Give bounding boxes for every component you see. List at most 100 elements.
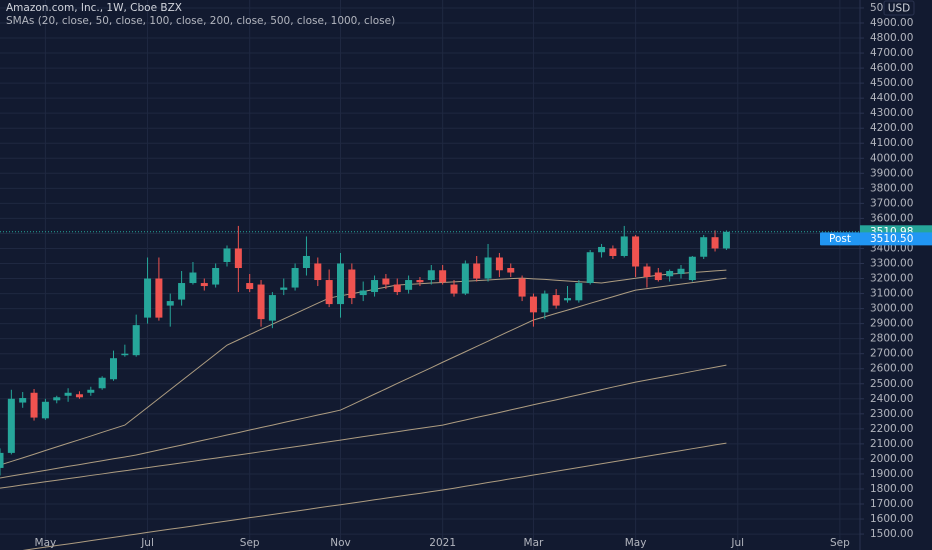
- x-tick-label: May: [35, 537, 57, 549]
- candle-body: [155, 278, 163, 318]
- y-tick-label: 2500.00: [870, 378, 913, 390]
- candle-body: [586, 252, 594, 284]
- candle-body: [7, 398, 15, 453]
- x-tick-label: May: [625, 537, 647, 549]
- candle-body: [325, 280, 333, 305]
- candle-body: [371, 280, 379, 293]
- y-tick-label: 2000.00: [870, 453, 913, 465]
- candle-body: [643, 266, 651, 278]
- x-tick-label: Nov: [330, 537, 351, 549]
- candle-body: [0, 452, 4, 468]
- x-tick-label: Jul: [730, 537, 744, 549]
- y-tick-label: 4500.00: [870, 77, 913, 89]
- candle-body: [291, 268, 299, 288]
- candle-body: [529, 296, 537, 313]
- post-market-name: Post: [829, 233, 851, 245]
- y-tick-label: 4800.00: [870, 32, 913, 44]
- y-tick-label: 2300.00: [870, 408, 913, 420]
- x-tick-label: Jul: [140, 537, 154, 549]
- y-tick-label: 3300.00: [870, 258, 913, 270]
- candle-body: [609, 248, 617, 256]
- candle-body: [552, 295, 560, 306]
- candle-body: [19, 398, 27, 403]
- candle-body: [75, 394, 83, 398]
- candle-body: [110, 358, 117, 380]
- candle-body: [666, 271, 674, 277]
- candle-body: [348, 269, 356, 299]
- candle-body: [234, 248, 242, 269]
- candle-body: [314, 263, 322, 281]
- candle-body: [41, 401, 49, 419]
- y-tick-label: 1700.00: [870, 498, 913, 510]
- candle-body: [564, 298, 571, 301]
- y-tick-label: 3400.00: [870, 242, 913, 254]
- candle-body: [30, 392, 38, 418]
- y-tick-label: 2800.00: [870, 333, 913, 345]
- candle-body: [189, 272, 197, 284]
- candle-body: [677, 268, 685, 275]
- candle-body: [507, 268, 515, 273]
- candle-body: [722, 231, 730, 249]
- candle-body: [598, 246, 606, 253]
- y-tick-label: 3000.00: [870, 303, 913, 315]
- candle-body: [495, 257, 503, 271]
- candle-body: [337, 263, 344, 305]
- candle-body: [654, 272, 662, 281]
- y-tick-label: 1800.00: [870, 483, 913, 495]
- price-axis: 1500.00 1600.00 1700.00 1800.00 1900.00 2000.…: [859, 0, 913, 550]
- y-tick-label: 2900.00: [870, 318, 913, 330]
- candle-body: [121, 353, 129, 356]
- candle-body: [302, 255, 310, 269]
- plot-area: [0, 225, 860, 550]
- candle-body: [688, 256, 696, 281]
- candle-body: [257, 284, 265, 320]
- candle-body: [268, 295, 276, 321]
- candle-body: [212, 268, 220, 285]
- candle-body: [484, 257, 492, 279]
- x-tick-label: 2021: [429, 537, 456, 549]
- post-market-badge: [860, 232, 932, 246]
- chart-title: Amazon.com, Inc., 1W, Cboe BZX: [6, 2, 182, 14]
- candle-body: [427, 270, 435, 281]
- y-tick-label: 4700.00: [870, 47, 913, 59]
- currency-box: [883, 0, 915, 16]
- y-tick-label: 2700.00: [870, 348, 913, 360]
- candle-body: [200, 283, 208, 287]
- y-tick-label: 1600.00: [870, 513, 913, 525]
- candle-body: [53, 397, 61, 401]
- y-tick-label: 2400.00: [870, 393, 913, 405]
- candle-body: [132, 325, 140, 356]
- post-market-tag: [820, 232, 860, 246]
- candle-body: [178, 283, 186, 300]
- candle-body: [280, 287, 288, 290]
- candle-body: [359, 290, 367, 296]
- candle-body: [439, 270, 447, 283]
- candle-body: [518, 278, 526, 297]
- candle-body: [87, 389, 95, 393]
- candle-body: [416, 280, 424, 283]
- y-tick-label: 2100.00: [870, 438, 913, 450]
- candle-body: [393, 284, 401, 293]
- x-tick-label: Sep: [240, 537, 260, 549]
- y-tick-label: 3100.00: [870, 288, 913, 300]
- y-tick-label: 1900.00: [870, 468, 913, 480]
- candle-body: [98, 377, 106, 389]
- candle-body: [144, 278, 152, 318]
- y-tick-label: 3900.00: [870, 167, 913, 179]
- moving-average-line: [22, 442, 727, 550]
- candle-body: [620, 236, 628, 256]
- y-tick-label: 2200.00: [870, 423, 913, 435]
- currency-label: USD: [888, 3, 910, 15]
- y-tick-label: 4300.00: [870, 107, 913, 119]
- candle-body: [405, 280, 413, 290]
- y-tick-label: 1500.00: [870, 528, 913, 540]
- y-tick-label: 3700.00: [870, 197, 913, 209]
- moving-average-line: [0, 364, 727, 489]
- candle-body: [223, 248, 231, 262]
- candle-body: [246, 283, 254, 290]
- moving-average-line: [0, 277, 727, 479]
- y-tick-label: 4000.00: [870, 152, 913, 164]
- candle-body: [166, 301, 174, 306]
- y-tick-label: 2600.00: [870, 363, 913, 375]
